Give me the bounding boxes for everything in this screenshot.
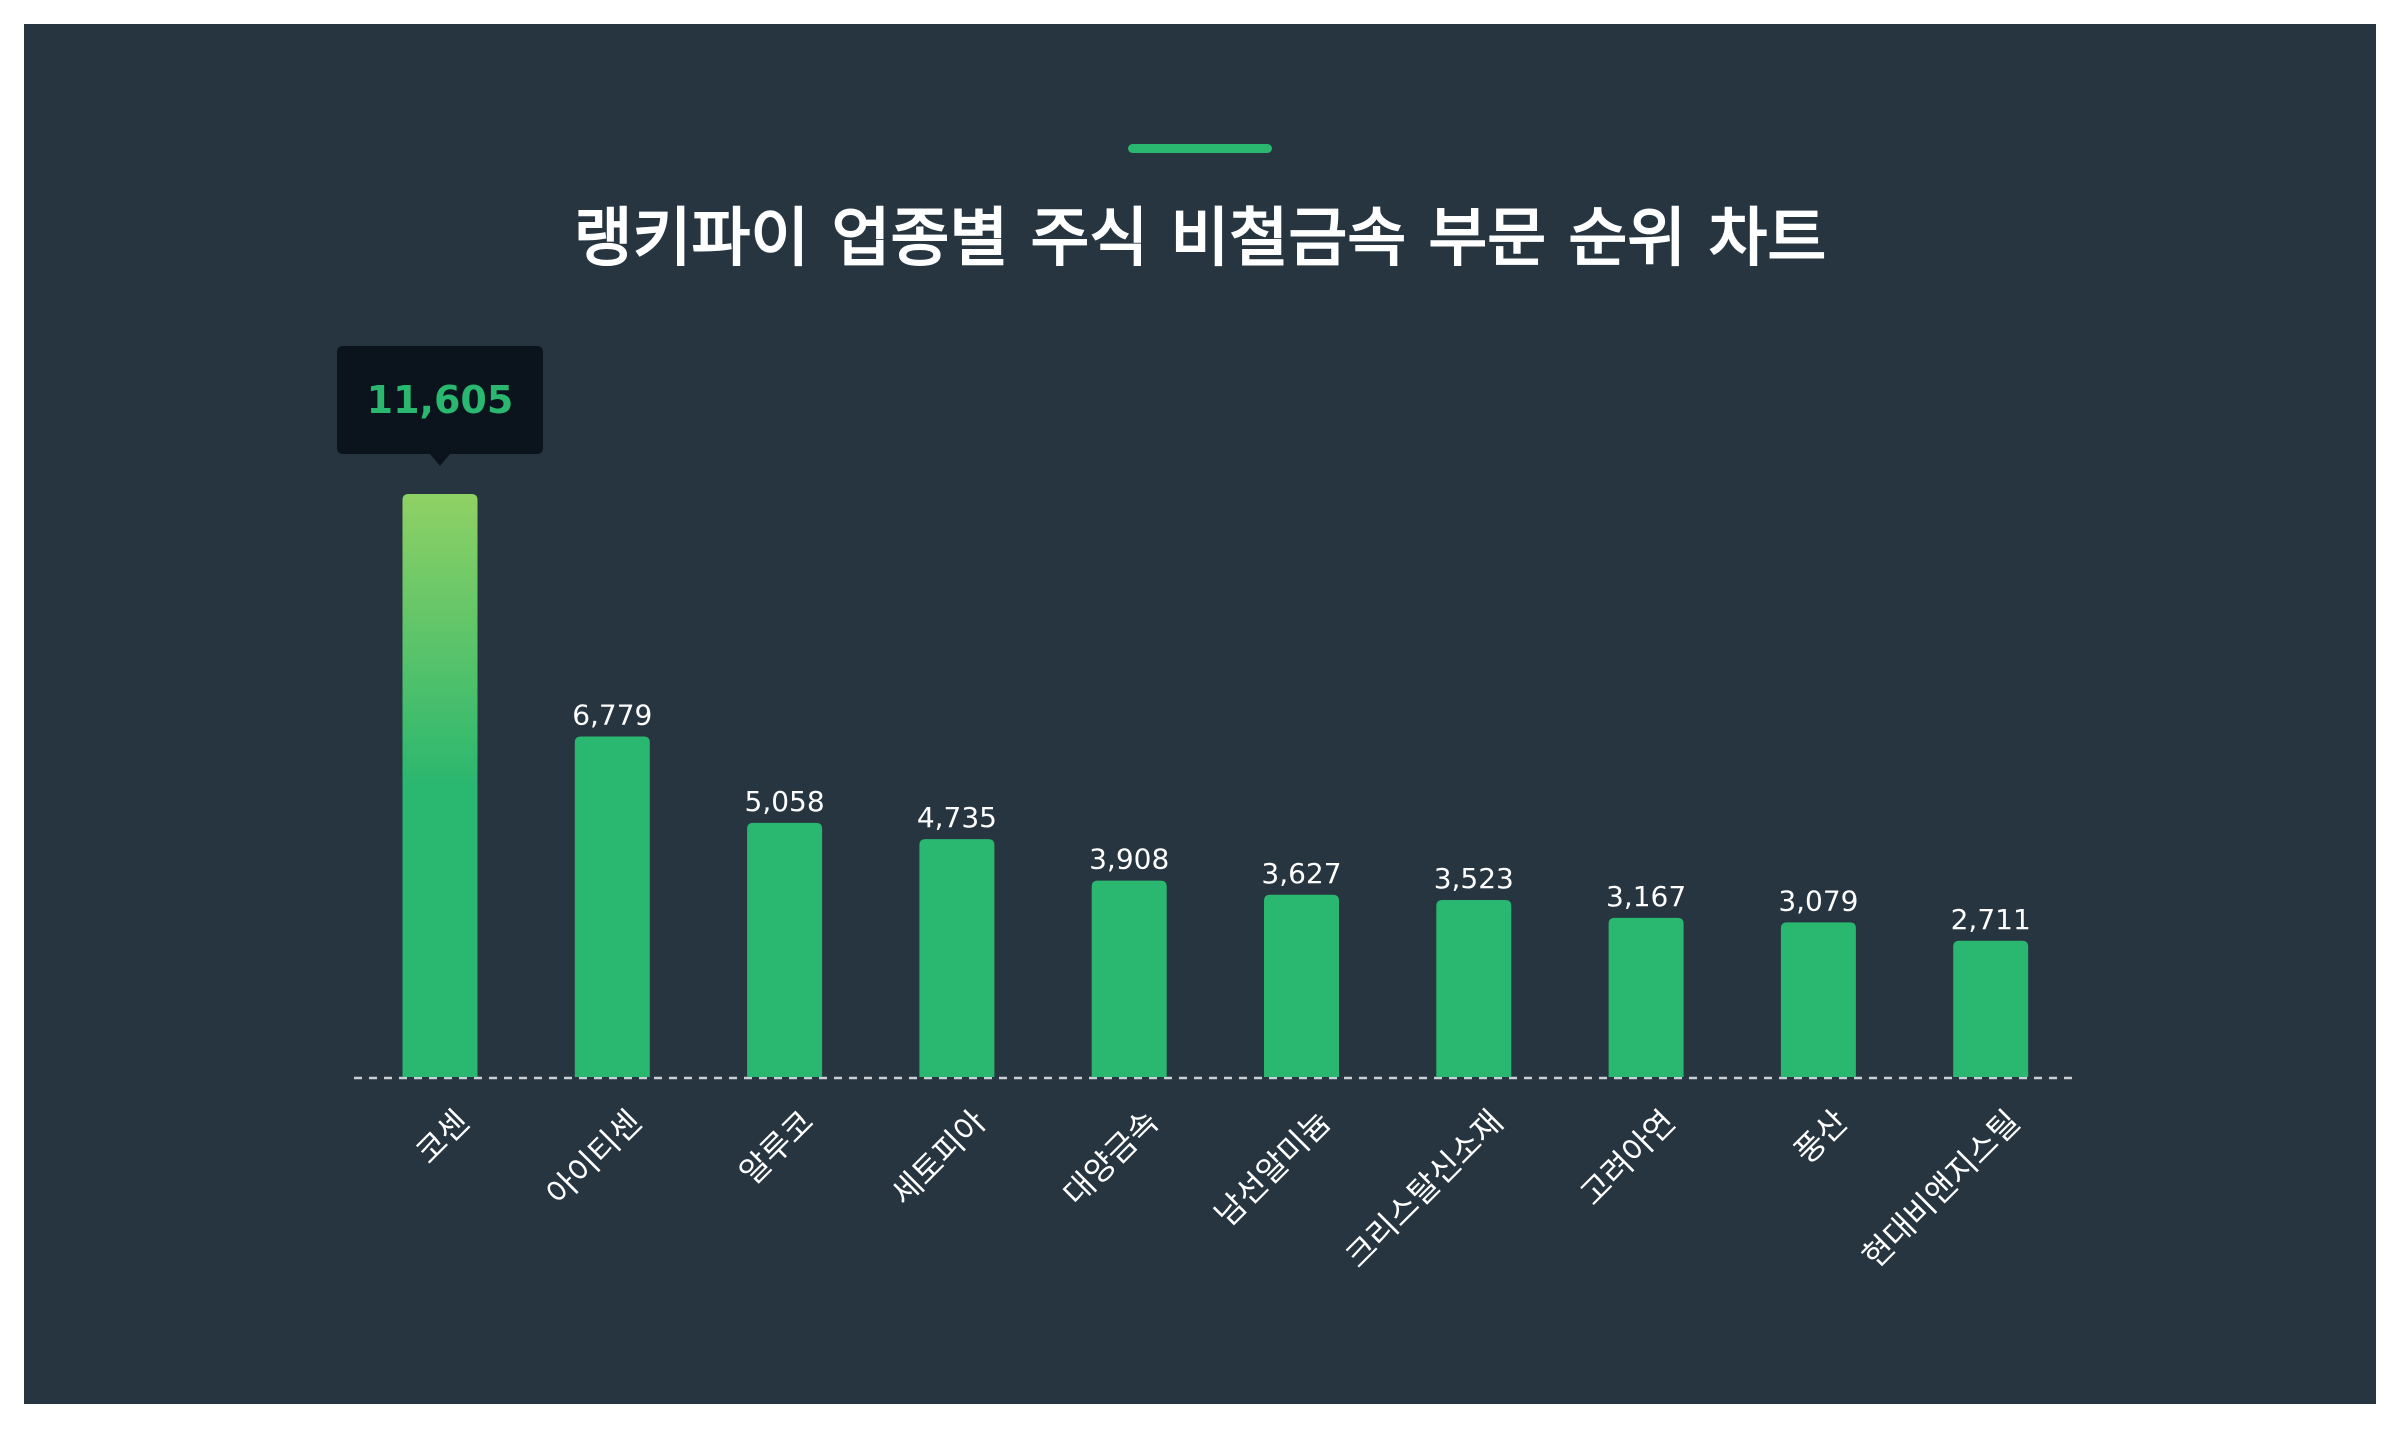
bar-2[interactable]: [574, 736, 650, 1077]
bar-8[interactable]: [1608, 917, 1684, 1077]
tooltip-value: 11,605: [367, 378, 514, 422]
bars-group: [402, 494, 2029, 1077]
category-label-1: 코센: [408, 1103, 477, 1172]
value-label-10: 2,711: [1951, 903, 2031, 936]
category-label-9: 풍산: [1787, 1103, 1856, 1172]
bar-5[interactable]: [1091, 880, 1167, 1077]
category-label-3: 알루코: [732, 1103, 821, 1192]
value-label-3: 5,058: [745, 785, 825, 818]
bar-6[interactable]: [1264, 894, 1339, 1077]
value-labels-group: 6,779 5,058 4,735 3,908 3,627 3,523 3,167 3,079…: [572, 698, 2031, 935]
category-label-10: 현대비앤지스틸: [1855, 1103, 2028, 1276]
category-label-4: 세토피아: [883, 1103, 993, 1213]
top-value-tooltip: 11,605: [337, 346, 543, 466]
value-label-4: 4,735: [917, 801, 997, 834]
value-label-5: 3,908: [1089, 843, 1169, 876]
value-label-2: 6,779: [572, 698, 652, 731]
bar-10[interactable]: [1953, 940, 2029, 1077]
tooltip-box: [337, 346, 543, 466]
category-label-5: 대양금속: [1056, 1103, 1166, 1213]
category-label-6: 남선알미늄: [1207, 1103, 1338, 1234]
category-labels-group: 코센 아이티센 알루코 세토피아 대양금속 남선알미늄 크리스탈신소재 고려아연 풍산 현대비앤지…: [408, 1103, 2027, 1276]
value-label-8: 3,167: [1606, 880, 1686, 913]
category-label-7: 크리스탈신소재: [1338, 1103, 1511, 1276]
value-label-9: 3,079: [1778, 884, 1858, 917]
bar-9[interactable]: [1780, 922, 1856, 1077]
value-label-7: 3,523: [1434, 862, 1514, 895]
bar-1[interactable]: [402, 494, 478, 1077]
bar-7[interactable]: [1436, 900, 1512, 1077]
chart-title: 랭키파이 업종별 주식 비철금속 부문 순위 차트: [574, 202, 1826, 276]
bar-3[interactable]: [747, 822, 823, 1077]
category-label-8: 고려아연: [1573, 1103, 1683, 1213]
title-accent-bar: [1128, 144, 1272, 153]
bar-4[interactable]: [919, 839, 995, 1077]
value-label-6: 3,627: [1261, 857, 1341, 890]
category-label-2: 아이티센: [539, 1103, 649, 1213]
